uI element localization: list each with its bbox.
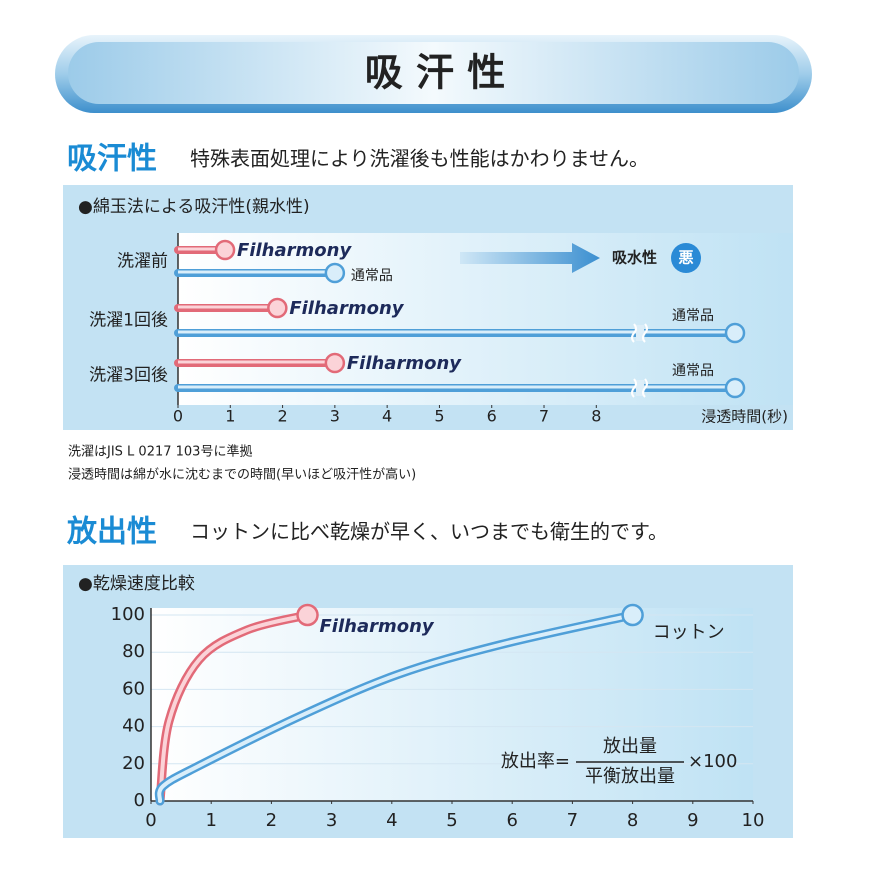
line-highlight bbox=[157, 613, 635, 803]
series-label: 通常品 bbox=[672, 363, 714, 379]
y-tick-label: 洗濯1回後 bbox=[89, 311, 168, 331]
x-tick-label: 0 bbox=[145, 810, 156, 831]
x-tick-label: 6 bbox=[506, 810, 517, 831]
series-label: コットン bbox=[653, 622, 725, 643]
x-tick-label: 1 bbox=[205, 810, 216, 831]
note: 洗濯はJIS L 0217 103号に準拠 bbox=[68, 444, 252, 460]
chart-title: ●乾燥速度比較 bbox=[78, 574, 195, 594]
x-tick-label: 7 bbox=[567, 810, 578, 831]
bar-end bbox=[214, 239, 236, 261]
y-tick-label: 80 bbox=[122, 641, 145, 662]
x-tick-label: 3 bbox=[330, 407, 340, 426]
formula: 平衡放出量 bbox=[585, 766, 675, 787]
x-axis-label: 浸透時間(秒) bbox=[701, 408, 788, 426]
axis-break bbox=[631, 323, 648, 343]
plot-area bbox=[151, 608, 753, 801]
section-heading: 放出性 bbox=[66, 515, 157, 550]
x-tick-label: 4 bbox=[386, 810, 397, 831]
annotation: 吸水性 bbox=[612, 249, 657, 267]
logo-label: Filharmony bbox=[237, 240, 352, 261]
logo-label: Filharmony bbox=[320, 616, 435, 637]
bar-end bbox=[324, 262, 346, 284]
x-tick-label: 6 bbox=[487, 407, 497, 426]
axis-break bbox=[636, 380, 644, 396]
y-tick-label: 20 bbox=[122, 753, 145, 774]
y-tick-label: 100 bbox=[111, 604, 145, 625]
x-tick-label: 7 bbox=[539, 407, 549, 426]
y-tick-label: 40 bbox=[122, 716, 145, 737]
x-tick-label: 8 bbox=[627, 810, 638, 831]
bar-end bbox=[296, 603, 319, 627]
series-label: 通常品 bbox=[672, 308, 714, 324]
x-tick-label: 2 bbox=[266, 810, 277, 831]
note: 浸透時間は綿が水に沈むまでの時間(早いほど吸汗性が高い) bbox=[68, 467, 416, 483]
chart-title: ●綿玉法による吸汗性(親水性) bbox=[78, 197, 310, 217]
x-tick-label: 2 bbox=[277, 407, 287, 426]
bar-end bbox=[621, 603, 644, 627]
formula: 放出量 bbox=[603, 736, 657, 757]
axis-break bbox=[636, 325, 644, 341]
formula: ×100 bbox=[688, 751, 737, 772]
section-heading: 吸汗性 bbox=[67, 142, 157, 177]
bar-end bbox=[724, 377, 746, 399]
badge-label: 悪 bbox=[678, 249, 693, 267]
x-tick-label: 8 bbox=[591, 407, 601, 426]
bar-end bbox=[324, 352, 346, 374]
x-tick-label: 5 bbox=[446, 810, 457, 831]
banner-inner bbox=[68, 42, 799, 104]
y-tick-label: 60 bbox=[122, 678, 145, 699]
x-tick-label: 9 bbox=[687, 810, 698, 831]
y-tick-label: 洗濯3回後 bbox=[89, 366, 168, 386]
x-tick-label: 3 bbox=[326, 810, 337, 831]
series-label: 通常品 bbox=[351, 268, 393, 284]
section-text: 特殊表面処理により洗濯後も性能はかわりません。 bbox=[190, 147, 649, 171]
x-tick-label: 10 bbox=[742, 810, 765, 831]
section-text: コットンに比べ乾燥が早く、いつまでも衛生的です。 bbox=[190, 520, 668, 544]
bar-end bbox=[267, 297, 288, 319]
x-tick-label: 0 bbox=[173, 407, 183, 426]
logo-label: Filharmony bbox=[289, 298, 404, 319]
x-tick-label: 4 bbox=[382, 407, 392, 426]
badge bbox=[671, 243, 701, 273]
bar-end bbox=[724, 322, 746, 344]
x-tick-label: 5 bbox=[434, 407, 444, 426]
line-highlight bbox=[158, 613, 310, 803]
arrow bbox=[460, 243, 600, 273]
page-title: 吸 汗 性 bbox=[365, 51, 505, 95]
logo-label: Filharmony bbox=[347, 353, 462, 374]
y-tick-label: 0 bbox=[134, 790, 145, 811]
x-tick-label: 1 bbox=[225, 407, 235, 426]
y-tick-label: 洗濯前 bbox=[117, 252, 168, 272]
formula: 放出率= bbox=[501, 751, 570, 772]
axis-break bbox=[631, 378, 648, 398]
